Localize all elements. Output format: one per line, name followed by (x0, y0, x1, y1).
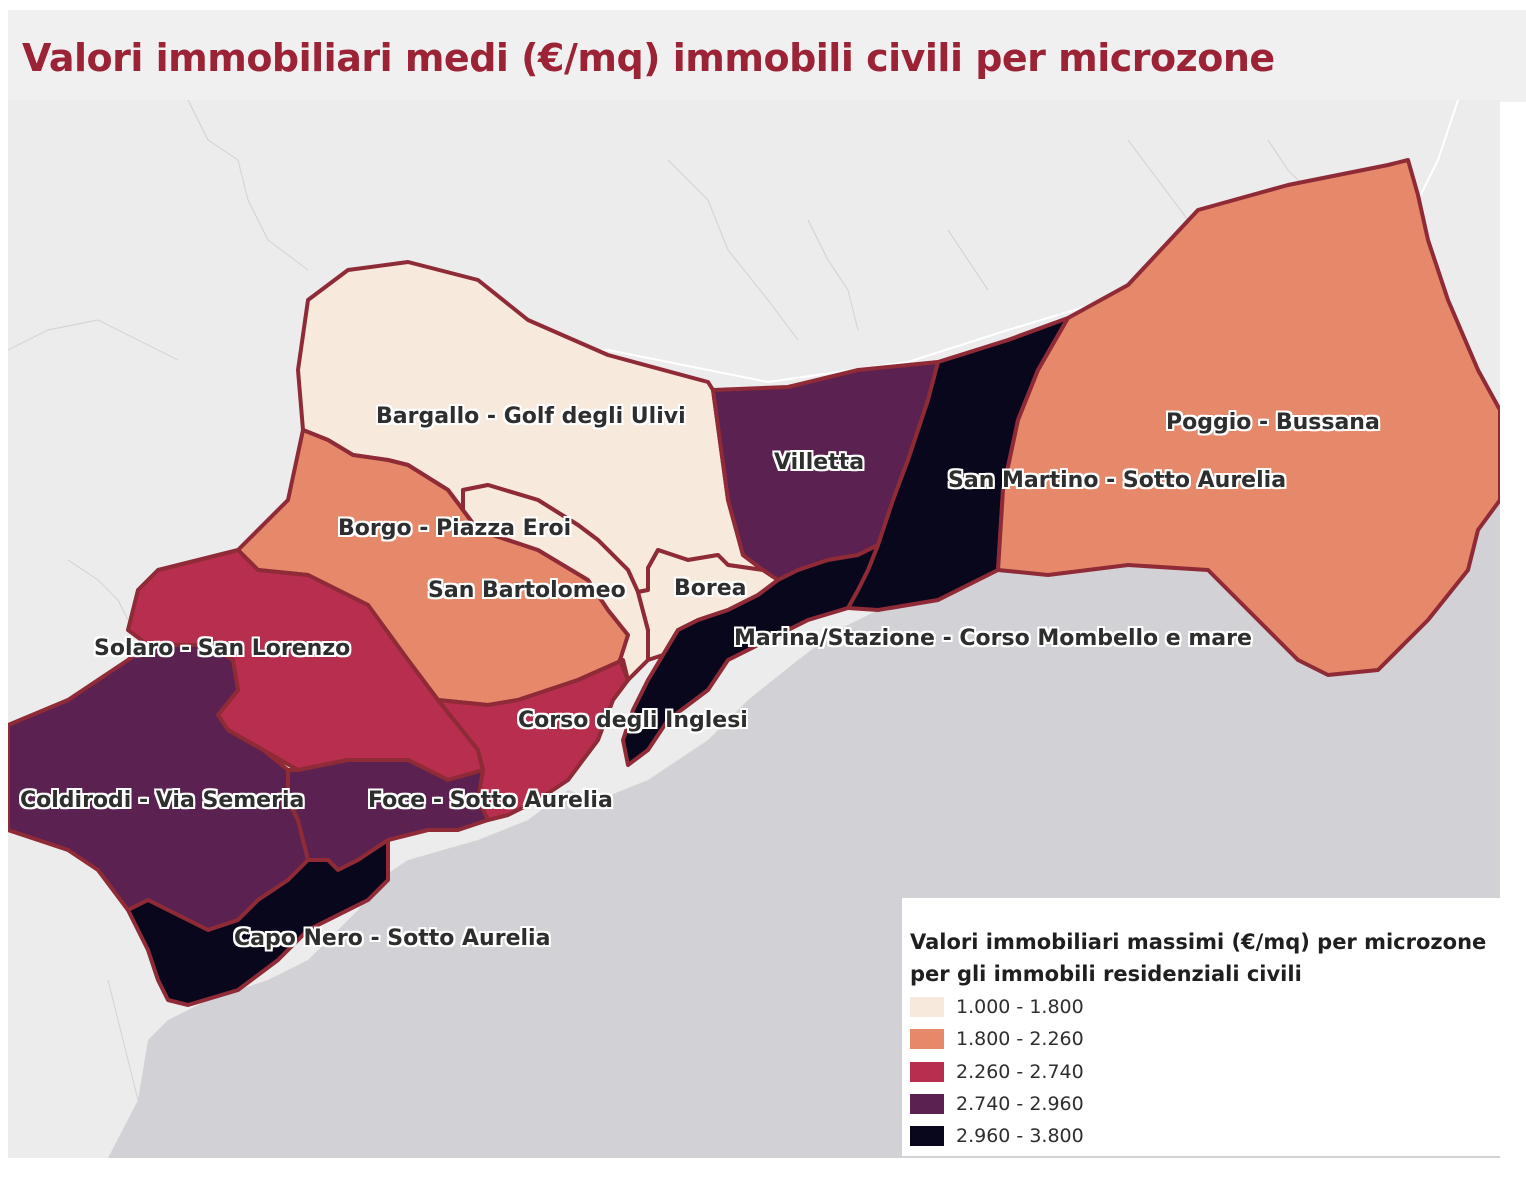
map-legend: Valori immobiliari massimi (€/mq) per mi… (902, 898, 1500, 1156)
label-coldirodi: Coldirodi - Via Semeria (20, 788, 305, 813)
label-san-martino: San Martino - Sotto Aurelia (948, 468, 1287, 493)
zone-capo-nero[interactable] (126, 838, 390, 1007)
label-borgo: Borgo - Piazza Eroi (338, 516, 572, 541)
zone-marina[interactable] (621, 543, 880, 767)
legend-item: 1.000 - 1.800 (910, 994, 1084, 1020)
zone-san-bartolomeo (461, 483, 650, 682)
label-villetta: Villetta (774, 450, 865, 475)
legend-swatch (910, 1126, 944, 1146)
legend-swatch (910, 1062, 944, 1082)
legend-swatch (910, 1094, 944, 1114)
legend-label: 1.800 - 2.260 (956, 1028, 1084, 1050)
label-borea: Borea (674, 576, 747, 601)
legend-title: Valori immobiliari massimi (€/mq) per mi… (910, 930, 1487, 986)
label-poggio: Poggio - Bussana (1166, 410, 1380, 435)
label-marina: Marina/Stazione - Corso Mombello e mare (734, 626, 1252, 651)
legend-item: 2.960 - 3.800 (910, 1123, 1084, 1149)
legend-swatch (910, 997, 944, 1017)
page-title: Valori immobiliari medi (€/mq) immobili … (22, 36, 1275, 80)
label-san-bartolomeo: San Bartolomeo (428, 578, 626, 603)
zone-foce[interactable] (286, 758, 490, 872)
legend-item: 2.260 - 2.740 (910, 1059, 1084, 1085)
label-solaro: Solaro - San Lorenzo (94, 636, 351, 661)
legend-label: 2.740 - 2.960 (956, 1093, 1084, 1115)
legend-swatch (910, 1029, 944, 1049)
legend-label: 1.000 - 1.800 (956, 996, 1084, 1018)
legend-label: 2.260 - 2.740 (956, 1061, 1084, 1083)
title-bar: Valori immobiliari medi (€/mq) immobili … (8, 10, 1526, 102)
label-corso-inglesi: Corso degli Inglesi (518, 708, 748, 733)
label-capo-nero: Capo Nero - Sotto Aurelia (234, 926, 551, 951)
legend-label: 2.960 - 3.800 (956, 1125, 1084, 1147)
legend-item: 1.800 - 2.260 (910, 1026, 1084, 1052)
legend-item: 2.740 - 2.960 (910, 1091, 1084, 1117)
zone-poggio[interactable] (996, 158, 1500, 677)
label-bargallo: Bargallo - Golf degli Ulivi (376, 404, 686, 429)
label-foce: Foce - Sotto Aurelia (368, 788, 613, 813)
